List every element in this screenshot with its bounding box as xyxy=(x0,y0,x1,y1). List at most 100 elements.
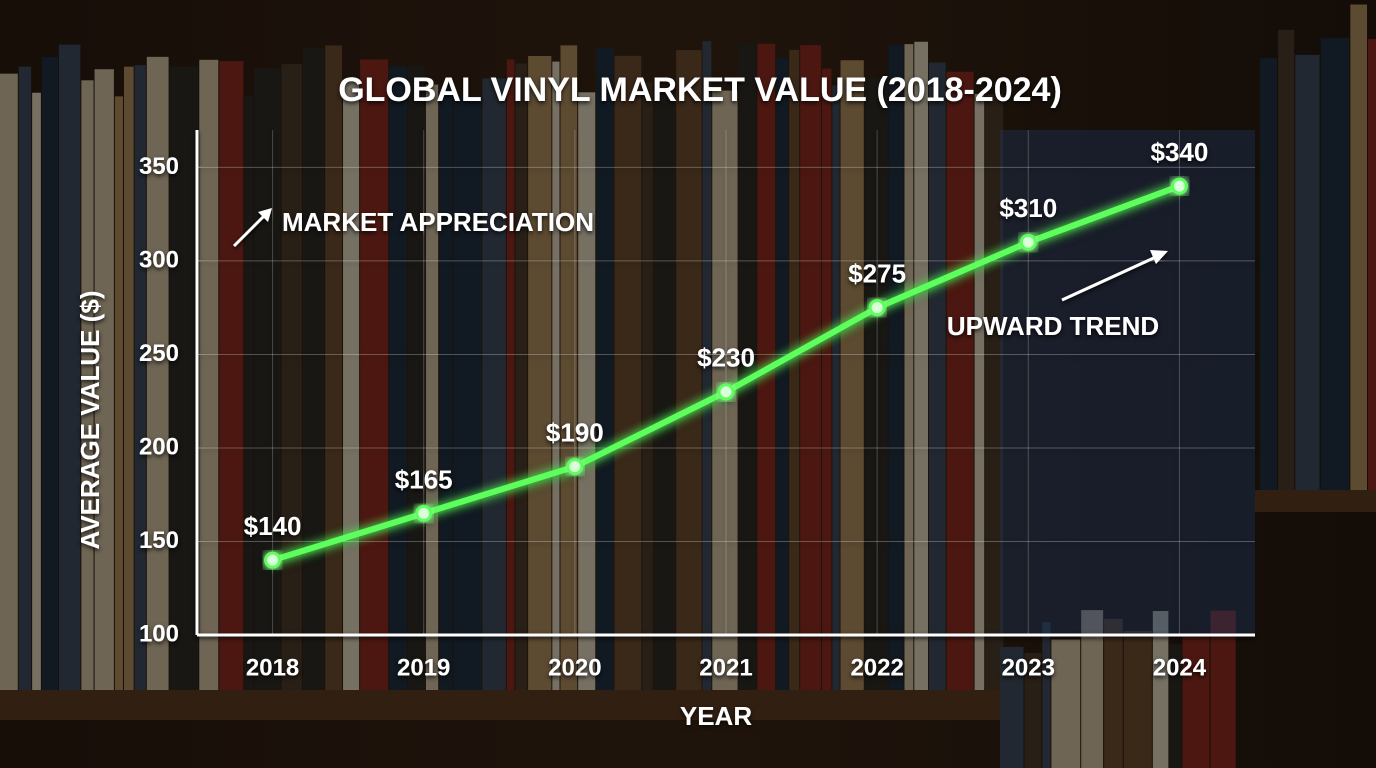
book-spine xyxy=(528,56,552,720)
book-spine xyxy=(1350,4,1368,500)
book-spine xyxy=(840,60,864,721)
data-label: $140 xyxy=(244,511,302,541)
book-spine xyxy=(1260,58,1278,500)
book-spine xyxy=(712,90,738,721)
book-spine xyxy=(596,47,614,721)
book-spine xyxy=(888,44,904,720)
book-spine xyxy=(114,96,123,720)
book-spine xyxy=(1024,652,1042,768)
book-spine xyxy=(1081,610,1104,768)
book-spine xyxy=(1320,38,1350,501)
book-spine xyxy=(904,44,914,721)
shelf xyxy=(1255,490,1376,512)
book-spine xyxy=(453,95,482,721)
book-spine xyxy=(552,61,560,720)
data-point xyxy=(868,299,886,317)
x-tick-label: 2022 xyxy=(850,654,903,681)
book-spine xyxy=(94,69,114,720)
y-axis-label: AVERAGE VALUE ($) xyxy=(75,290,105,549)
x-tick-label: 2018 xyxy=(246,654,299,681)
book-spine xyxy=(800,45,821,720)
book-spine xyxy=(32,92,41,721)
book-spine xyxy=(676,50,702,721)
book-spine xyxy=(757,43,776,720)
data-label: $230 xyxy=(697,343,755,373)
book-spine xyxy=(18,66,32,720)
y-tick-label: 350 xyxy=(139,153,179,180)
book-spine xyxy=(134,65,146,721)
y-tick-label: 100 xyxy=(139,620,179,647)
book-spine xyxy=(515,63,528,721)
x-axis-label: YEAR xyxy=(680,701,752,731)
book-spine xyxy=(914,41,928,720)
annotation-arrow xyxy=(232,210,270,248)
book-spine xyxy=(1051,639,1081,768)
book-spine xyxy=(928,62,946,720)
book-spine xyxy=(614,55,642,721)
data-label: $275 xyxy=(848,259,906,289)
chart-title: GLOBAL VINYL MARKET VALUE (2018-2024) xyxy=(338,71,1062,109)
data-label: $340 xyxy=(1151,137,1209,167)
book-spine xyxy=(244,95,254,721)
book-spine xyxy=(360,59,389,720)
data-point xyxy=(264,551,282,569)
data-point xyxy=(566,458,584,476)
book-spine xyxy=(1152,611,1169,768)
book-spine xyxy=(343,80,360,720)
data-point xyxy=(415,504,433,522)
annotation: MARKET APPRECIATION xyxy=(282,207,594,237)
data-label: $165 xyxy=(395,464,453,494)
book-spine xyxy=(41,57,58,721)
book-spine xyxy=(1000,646,1024,768)
data-point xyxy=(1019,233,1037,251)
book-spine xyxy=(169,66,199,720)
plot: GLOBAL VINYL MARKET VALUE (2018-2024) AV… xyxy=(75,71,1255,731)
book-spine xyxy=(506,59,515,720)
book-spine xyxy=(974,93,985,721)
annotation: UPWARD TREND xyxy=(947,311,1159,341)
annotation-arrowhead xyxy=(258,208,272,222)
book-spine xyxy=(123,66,134,720)
book-spine xyxy=(0,73,18,720)
book-spine xyxy=(1368,39,1376,501)
book-spine xyxy=(1169,644,1182,768)
book-spine xyxy=(325,45,343,721)
book-spine xyxy=(1042,622,1051,768)
blue-panel xyxy=(1000,130,1255,635)
book-spine xyxy=(578,92,596,720)
book-spine xyxy=(985,94,1004,720)
book-spine xyxy=(1104,618,1123,768)
annotation-arrow xyxy=(1061,254,1159,302)
data-point xyxy=(1170,177,1188,195)
book-spine xyxy=(789,49,800,720)
y-tick-label: 250 xyxy=(139,340,179,367)
x-tick-label: 2020 xyxy=(548,654,601,681)
book-spine xyxy=(1278,29,1295,500)
y-tick-label: 300 xyxy=(139,246,179,273)
book-spine xyxy=(1210,610,1236,768)
book-spine xyxy=(219,61,244,720)
book-spine xyxy=(642,82,653,721)
book-spine xyxy=(254,68,281,720)
book-spine xyxy=(653,92,676,720)
book-spine xyxy=(946,71,974,720)
book-spine xyxy=(702,41,712,721)
book-spine xyxy=(81,80,94,721)
bookshelf xyxy=(0,4,1376,768)
x-tick-label: 2023 xyxy=(1002,654,1055,681)
x-tick-label: 2021 xyxy=(699,654,752,681)
data-point xyxy=(717,383,735,401)
book-spine xyxy=(1182,635,1210,768)
book-spine xyxy=(482,78,506,721)
x-tick-label: 2024 xyxy=(1153,654,1207,681)
data-label: $310 xyxy=(999,193,1057,223)
book-spine xyxy=(821,68,832,720)
book-spine xyxy=(199,59,219,720)
x-tick-label: 2019 xyxy=(397,654,450,681)
shelf xyxy=(0,690,1000,720)
book-spine xyxy=(832,85,840,720)
data-label: $190 xyxy=(546,418,604,448)
